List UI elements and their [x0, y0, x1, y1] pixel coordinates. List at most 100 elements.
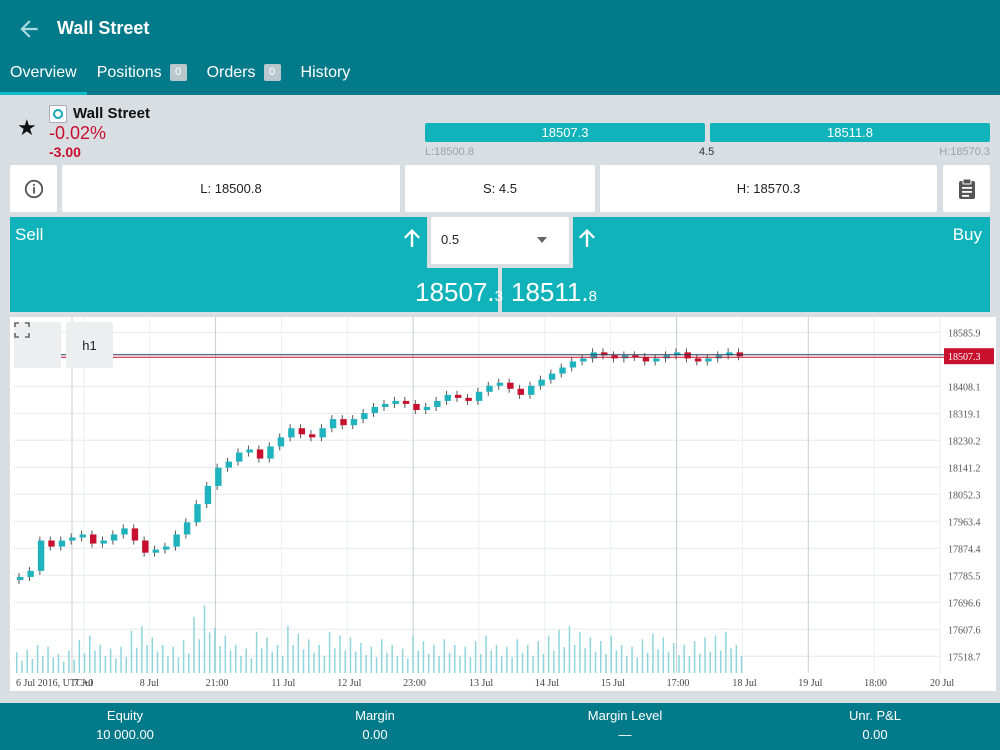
current-price-label: 18507.3 [948, 352, 981, 363]
volume-bar [365, 655, 367, 673]
volume-bar [401, 648, 404, 673]
expand-icon [14, 322, 30, 338]
expand-button[interactable] [14, 322, 61, 368]
top-bar: Wall Street Overview Positions 0 Orders … [0, 0, 1000, 95]
volume-bar [167, 656, 169, 673]
candle [225, 461, 232, 468]
favorite-star-icon[interactable]: ★ [17, 115, 37, 140]
volume-bar [219, 646, 221, 673]
volume-bar [16, 652, 18, 673]
volume-bar [506, 646, 508, 673]
volume-bar [104, 656, 107, 673]
candle [350, 419, 358, 426]
candle [475, 391, 483, 401]
sell-price-main: 18507. [415, 277, 495, 307]
candle [58, 540, 66, 547]
volume-bar [255, 631, 258, 673]
sell-label: Sell [15, 225, 44, 244]
buy-button-extension[interactable] [502, 268, 573, 312]
candle [100, 540, 107, 544]
x-tick-label: 7 Jul [74, 678, 93, 689]
candle [152, 549, 159, 553]
chart-canvas[interactable]: 18585.9 18408.1 18319.1 18230.2 18141.2 18052… [10, 317, 996, 691]
tab-orders[interactable]: Orders 0 [197, 50, 291, 95]
volume-bar [302, 649, 305, 673]
sell-price-bar: 18507.3 [425, 123, 705, 142]
quantity-select[interactable]: 0.5 [431, 217, 569, 264]
candle [653, 358, 660, 362]
stat-label: Unr. P&L [848, 708, 902, 723]
sell-button-extension[interactable] [427, 268, 498, 312]
candle [674, 352, 681, 356]
volume-bar [474, 641, 477, 673]
candle [444, 394, 451, 401]
quantity-value: 0.5 [441, 232, 460, 247]
volume-bar [156, 651, 159, 673]
candle [402, 400, 410, 404]
candle [382, 403, 389, 407]
tab-overview[interactable]: Overview [0, 50, 87, 95]
volume-bar [245, 648, 247, 673]
x-tick-label: 18:00 [864, 678, 887, 689]
volume-bar [547, 635, 550, 673]
volume-bar [480, 653, 482, 673]
sell-button[interactable]: Sell [10, 217, 427, 312]
tab-bar: Overview Positions 0 Orders 0 History [0, 50, 360, 95]
volume-bar [313, 652, 315, 673]
volume-bar [657, 649, 659, 673]
buy-button[interactable]: Buy [573, 217, 990, 312]
candle [465, 397, 472, 401]
volume-bar [52, 657, 54, 673]
volume-bar [193, 616, 195, 673]
candle [173, 534, 180, 547]
y-tick-label: 17607.6 [948, 625, 981, 636]
x-tick-label: 14 Jul [535, 678, 559, 689]
current-price-tag [944, 348, 994, 365]
volume-bar [47, 646, 49, 673]
back-arrow-icon[interactable] [16, 16, 42, 42]
stat-label: Margin Level [587, 708, 663, 723]
candle [309, 434, 316, 438]
high-value: H: 18570.3 [600, 165, 937, 212]
volume-bar [360, 643, 362, 673]
info-icon [24, 179, 43, 198]
stat-value: 10 000.00 [96, 727, 154, 742]
candle [528, 385, 535, 395]
candle [90, 534, 97, 544]
candle [121, 528, 128, 535]
page-title: Wall Street [57, 18, 150, 38]
volume-bar [683, 644, 685, 673]
volume-bar [125, 657, 127, 673]
volume-bar [678, 655, 680, 673]
volume-bar [297, 633, 300, 673]
volume-bar [318, 644, 320, 673]
info-button[interactable] [10, 165, 57, 212]
volume-bar [281, 656, 284, 673]
volume-bar [229, 650, 232, 673]
volume-bar [626, 656, 628, 673]
tab-history[interactable]: History [291, 50, 361, 95]
candle [538, 379, 545, 386]
stat-value: 0.00 [862, 727, 888, 742]
volume-bar [563, 647, 565, 673]
volume-bar [224, 635, 227, 673]
buy-price: 18511.8 [511, 277, 597, 308]
interval-button[interactable]: h1 [66, 322, 113, 368]
y-tick-label: 17785.5 [948, 571, 981, 582]
tab-positions[interactable]: Positions 0 [87, 50, 197, 95]
volume-bar [433, 644, 435, 673]
volume-bar [162, 644, 164, 673]
volume-bar [208, 632, 211, 673]
volume-bar [36, 644, 39, 673]
candle [434, 400, 441, 407]
instrument-header: ★ Wall Street -0.02% -3.00 18507.3 18511… [5, 97, 995, 163]
candle [601, 352, 608, 356]
volume-bar [407, 658, 409, 673]
clipboard-button[interactable] [943, 165, 990, 212]
price-chart[interactable]: 18585.9 18408.1 18319.1 18230.2 18141.2 18052… [10, 317, 996, 691]
volume-bar [68, 650, 70, 673]
volume-bar [26, 649, 28, 673]
change-absolute: -3.00 [49, 144, 81, 160]
candle [569, 361, 577, 368]
candle [79, 534, 86, 538]
